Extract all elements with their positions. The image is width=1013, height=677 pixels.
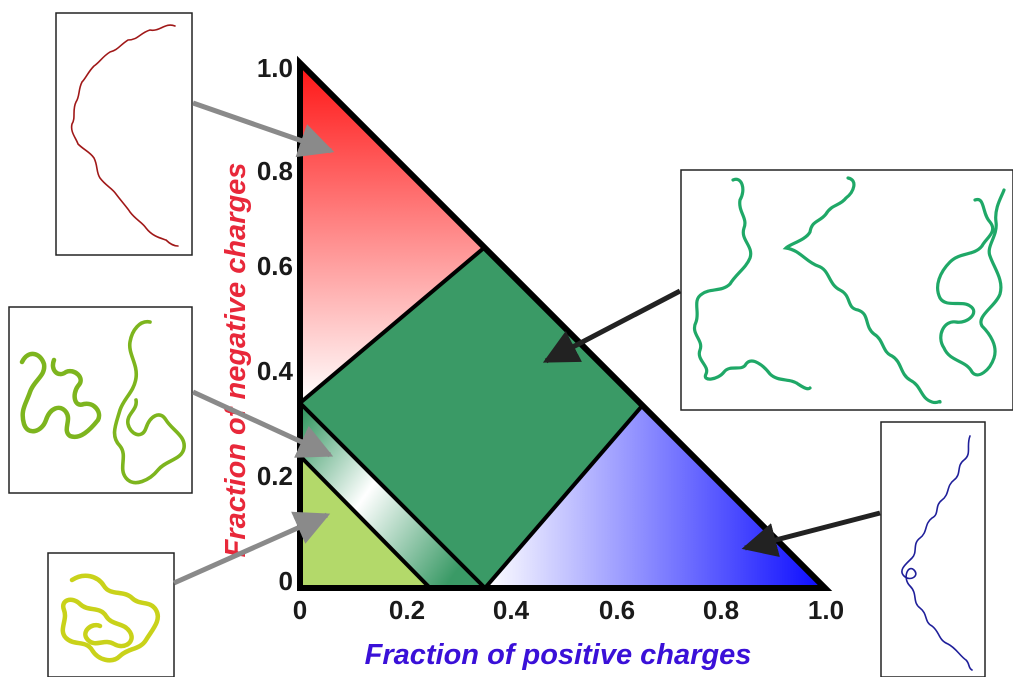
x-tick-label: 0 <box>293 595 307 625</box>
x-tick-label: 0.8 <box>703 595 739 625</box>
x-tick-label: 1.0 <box>808 595 844 625</box>
y-tick-labels: 0 0.2 0.4 0.6 0.8 1.0 <box>257 53 294 596</box>
y-tick-label: 1.0 <box>257 53 293 83</box>
x-tick-label: 0.4 <box>493 595 530 625</box>
y-tick-label: 0.4 <box>257 356 294 386</box>
inset-green-chains <box>680 169 1013 411</box>
inset-red-chain <box>55 12 193 256</box>
inset-yellow-chain <box>47 552 175 677</box>
triangle-outline <box>297 55 833 591</box>
inset-lime-chains <box>8 306 193 494</box>
arrow-lime <box>191 389 334 458</box>
arrow-green <box>542 288 682 364</box>
arrow-yellow <box>172 511 331 586</box>
y-tick-label: 0.6 <box>257 251 293 281</box>
inset-blue-chain <box>880 421 986 677</box>
y-tick-label: 0.8 <box>257 156 293 186</box>
x-tick-label: 0.2 <box>389 595 425 625</box>
x-axis-label: Fraction of positive charges <box>365 639 752 671</box>
region-strong-polyanion <box>300 63 485 403</box>
y-tick-label: 0.2 <box>257 461 293 491</box>
y-tick-label: 0 <box>279 566 293 596</box>
x-tick-label: 0.6 <box>599 595 635 625</box>
x-tick-labels: 0 0.2 0.4 0.6 0.8 1.0 <box>293 595 844 625</box>
arrow-blue <box>741 510 881 558</box>
arrow-red <box>192 100 335 158</box>
region-strong-polycation <box>485 406 825 588</box>
y-axis-label: Fraction of negative charges <box>220 163 252 558</box>
arrows <box>172 100 881 586</box>
